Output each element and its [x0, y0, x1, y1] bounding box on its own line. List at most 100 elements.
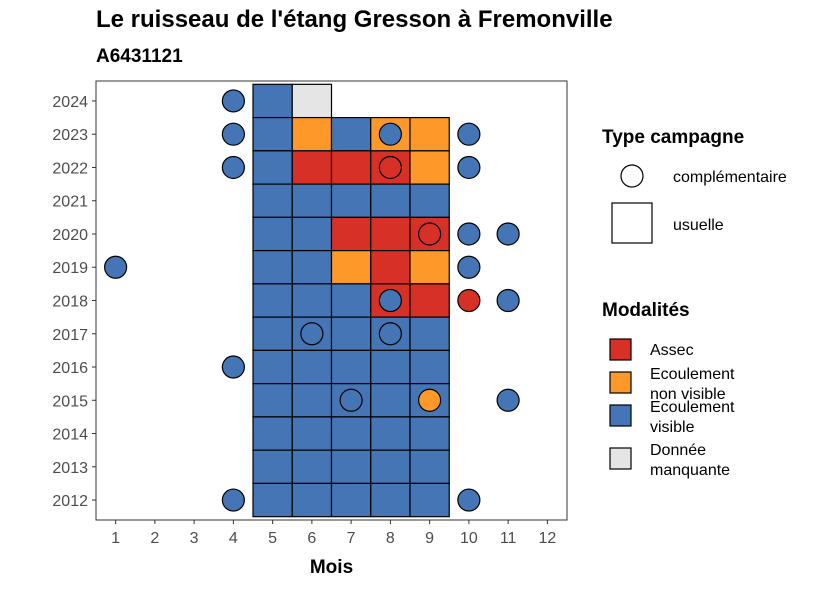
tile-usuelle: [252, 349, 293, 385]
point-complementaire: [221, 155, 245, 180]
tile-usuelle: [291, 449, 333, 485]
y-tick-label: 2023: [52, 127, 88, 144]
tile-usuelle: [252, 250, 293, 285]
y-tick-label: 2014: [52, 427, 88, 444]
point-complementaire: [300, 322, 324, 346]
legend-type-title: Type campagne: [602, 127, 744, 148]
tile-usuelle: [291, 83, 333, 119]
tile-usuelle: [330, 283, 372, 318]
legend-symbol-complementaire: [620, 164, 644, 188]
tile-usuelle: [252, 116, 293, 152]
point-complementaire: [418, 388, 442, 412]
tile-usuelle: [370, 349, 411, 385]
legend-label-complementaire: complémentaire: [673, 169, 787, 186]
tile-usuelle: [330, 250, 372, 285]
data-layer: [104, 83, 520, 518]
tile-usuelle: [252, 150, 293, 185]
tile-usuelle: [330, 349, 372, 385]
tile-usuelle: [291, 216, 333, 252]
point-complementaire: [104, 255, 128, 279]
legend-modalites-title: Modalités: [602, 300, 690, 321]
legend-key-label: non visible: [650, 386, 726, 403]
point-complementaire: [221, 122, 245, 146]
tile-usuelle: [370, 216, 411, 252]
tile-usuelle: [291, 283, 333, 318]
point-complementaire: [221, 488, 245, 512]
y-tick-label: 2013: [52, 460, 88, 477]
point-complementaire: [496, 222, 520, 246]
point-complementaire: [457, 222, 481, 246]
y-tick-label: 2012: [52, 493, 88, 510]
legend-key-label: Assec: [650, 342, 694, 359]
tile-usuelle: [409, 416, 450, 451]
tile-usuelle: [330, 216, 372, 252]
tile-usuelle: [252, 283, 293, 318]
chart-subtitle: A6431121: [96, 46, 183, 67]
y-tick-label: 2024: [52, 94, 88, 111]
tile-usuelle: [291, 383, 333, 418]
x-tick-label: 11: [500, 530, 517, 547]
point-complementaire: [378, 155, 402, 180]
x-tick-label: 12: [538, 530, 556, 547]
y-tick-label: 2018: [52, 294, 88, 311]
tile-usuelle: [330, 449, 372, 485]
point-complementaire: [378, 322, 402, 346]
y-tick-label: 2022: [52, 160, 88, 177]
point-complementaire: [221, 89, 245, 113]
tile-usuelle: [291, 183, 333, 218]
tile-usuelle: [291, 116, 333, 152]
tile-usuelle: [330, 482, 372, 518]
tile-usuelle: [330, 416, 372, 451]
tile-usuelle: [252, 316, 293, 351]
point-complementaire: [496, 388, 520, 412]
x-tick-label: 5: [268, 530, 277, 547]
tile-usuelle: [291, 482, 333, 518]
y-tick-label: 2019: [52, 260, 88, 277]
x-tick-label: 3: [190, 530, 199, 547]
point-complementaire: [378, 288, 402, 313]
tile-usuelle: [252, 83, 293, 119]
legend-key-label: manquante: [650, 462, 730, 479]
point-complementaire: [457, 122, 481, 146]
tile-usuelle: [291, 349, 333, 385]
legend-key-label: visible: [650, 419, 695, 436]
point-complementaire: [339, 388, 363, 412]
x-tick-label: 2: [150, 530, 159, 547]
x-tick-label: 10: [460, 530, 478, 547]
point-complementaire: [221, 355, 245, 379]
tile-usuelle: [252, 183, 293, 218]
chart-title: Le ruisseau de l'étang Gresson à Fremonv…: [96, 6, 613, 33]
y-tick-label: 2021: [52, 194, 88, 211]
point-complementaire: [496, 288, 520, 313]
point-complementaire: [378, 122, 402, 146]
legend-key-label: Donnée: [650, 442, 706, 459]
tile-usuelle: [330, 150, 372, 185]
tile-usuelle: [409, 150, 450, 185]
point-complementaire: [457, 488, 481, 512]
y-tick-label: 2015: [52, 393, 88, 410]
tile-usuelle: [409, 349, 450, 385]
point-complementaire: [418, 222, 442, 246]
tile-usuelle: [291, 416, 333, 451]
legend-key: [609, 371, 632, 394]
tile-usuelle: [370, 416, 411, 451]
tile-usuelle: [252, 482, 293, 518]
tile-usuelle: [252, 383, 293, 418]
tile-usuelle: [252, 416, 293, 451]
tile-usuelle: [291, 250, 333, 285]
tile-usuelle: [409, 116, 450, 152]
x-tick-label: 1: [111, 530, 120, 547]
x-tick-label: 7: [347, 530, 356, 547]
tile-usuelle: [409, 283, 450, 318]
legend-key-label: Ecoulement: [650, 366, 735, 383]
tile-usuelle: [330, 116, 372, 152]
y-tick-label: 2020: [52, 227, 88, 244]
legend-key-label: Ecoulement: [650, 399, 735, 416]
tile-usuelle: [370, 449, 411, 485]
tile-usuelle: [330, 316, 372, 351]
point-complementaire: [457, 255, 481, 279]
x-tick-label: 4: [229, 530, 238, 547]
tile-usuelle: [330, 183, 372, 218]
tile-usuelle: [409, 482, 450, 518]
